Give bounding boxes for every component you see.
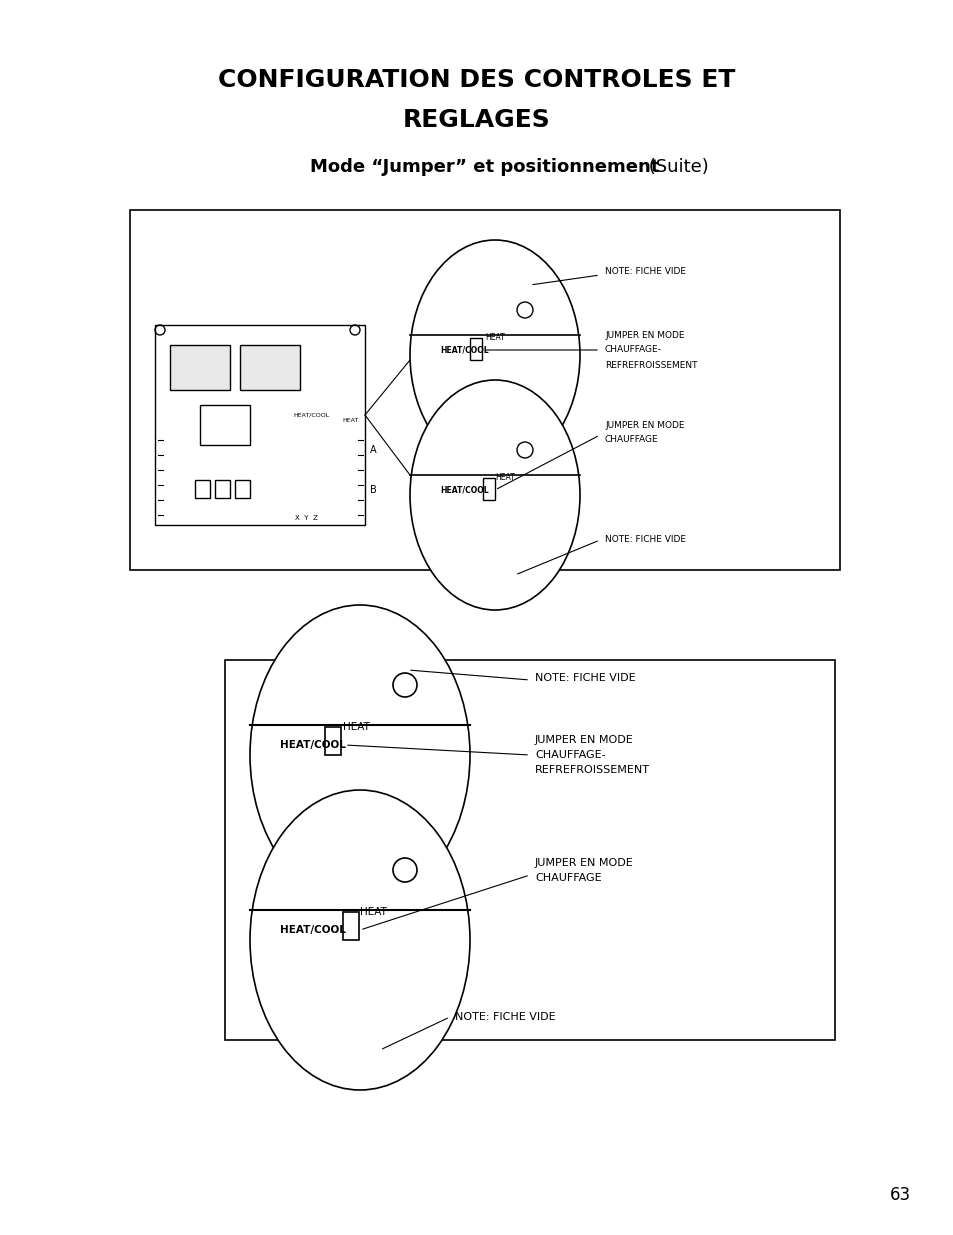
Text: HEAT/COOL: HEAT/COOL — [439, 485, 488, 494]
Ellipse shape — [410, 240, 579, 471]
Text: CHAUFFAGE: CHAUFFAGE — [535, 873, 601, 883]
Text: JUMPER EN MODE: JUMPER EN MODE — [535, 735, 633, 745]
Text: REFREFROISSEMENT: REFREFROISSEMENT — [604, 361, 697, 369]
Text: CONFIGURATION DES CONTROLES ET: CONFIGURATION DES CONTROLES ET — [218, 68, 735, 91]
Text: HEAT/COOL: HEAT/COOL — [439, 346, 488, 354]
Bar — [130, 210, 840, 571]
Bar — [200, 405, 250, 445]
Bar — [482, 478, 495, 500]
Ellipse shape — [250, 605, 470, 905]
Text: HEAT: HEAT — [495, 473, 515, 482]
Text: JUMPER EN MODE: JUMPER EN MODE — [604, 420, 684, 430]
Text: NOTE: FICHE VIDE: NOTE: FICHE VIDE — [455, 1011, 555, 1023]
Text: HEAT/COOL: HEAT/COOL — [280, 740, 346, 750]
Ellipse shape — [410, 380, 579, 610]
Bar — [225, 659, 834, 1040]
Text: NOTE: FICHE VIDE: NOTE: FICHE VIDE — [604, 536, 685, 545]
Text: NOTE: FICHE VIDE: NOTE: FICHE VIDE — [604, 268, 685, 277]
Bar — [154, 325, 365, 525]
Text: HEAT: HEAT — [343, 722, 370, 732]
Bar — [234, 480, 250, 498]
Text: HEAT: HEAT — [359, 906, 387, 918]
Bar — [470, 338, 481, 359]
Ellipse shape — [250, 790, 470, 1091]
Text: REGLAGES: REGLAGES — [403, 107, 550, 132]
Text: (Suite): (Suite) — [642, 158, 708, 177]
Text: CHAUFFAGE: CHAUFFAGE — [604, 436, 658, 445]
Text: JUMPER EN MODE: JUMPER EN MODE — [604, 331, 684, 340]
Bar — [240, 345, 299, 390]
Text: Mode “Jumper” et positionnement: Mode “Jumper” et positionnement — [310, 158, 659, 177]
Text: HEAT: HEAT — [484, 332, 504, 342]
Text: HEAT: HEAT — [341, 417, 358, 422]
Text: NOTE: FICHE VIDE: NOTE: FICHE VIDE — [535, 673, 635, 683]
Text: JUMPER EN MODE: JUMPER EN MODE — [535, 858, 633, 868]
Text: REFREFROISSEMENT: REFREFROISSEMENT — [535, 764, 649, 776]
Bar — [325, 727, 340, 755]
Text: CHAUFFAGE-: CHAUFFAGE- — [604, 346, 661, 354]
Bar — [214, 480, 230, 498]
Text: A: A — [370, 445, 376, 454]
Bar — [343, 911, 358, 940]
Bar — [194, 480, 210, 498]
Text: B: B — [370, 485, 376, 495]
Text: HEAT/COOL: HEAT/COOL — [280, 925, 346, 935]
Text: CHAUFFAGE-: CHAUFFAGE- — [535, 750, 605, 760]
Text: X  Y  Z: X Y Z — [294, 515, 317, 521]
Text: 63: 63 — [888, 1186, 909, 1204]
Text: HEAT/COOL: HEAT/COOL — [294, 412, 330, 417]
Bar — [170, 345, 230, 390]
